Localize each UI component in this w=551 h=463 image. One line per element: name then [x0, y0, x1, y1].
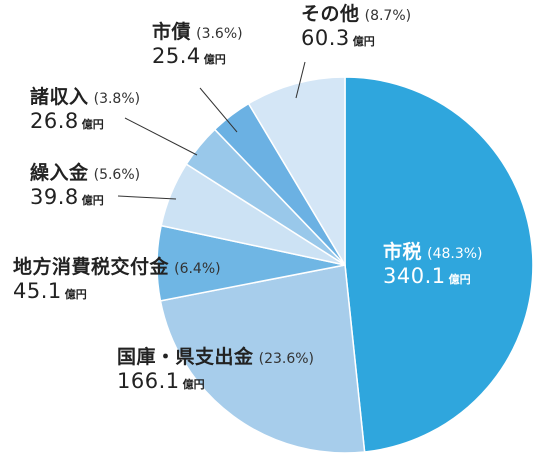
label-shizei: 市税 (48.3%) 340.1 億円: [383, 241, 483, 288]
slice-unit: 億円: [182, 377, 205, 391]
slice-percent: (6.4%): [174, 261, 221, 277]
leader-line-shoshunyu: [124, 117, 198, 156]
slice-percent: (3.6%): [196, 26, 243, 42]
label-shoshunyu: 諸収入 (3.8%) 26.8 億円: [30, 86, 141, 133]
pie-slices: [156, 76, 534, 454]
slice-name: 地方消費税交付金: [13, 256, 170, 278]
slice-unit: 億円: [81, 117, 104, 131]
slice-percent: (8.7%): [364, 8, 412, 24]
pie-slice-6: [247, 76, 346, 268]
slice-value: 166.1: [117, 368, 180, 393]
slice-value: 45.1: [13, 278, 62, 303]
leader-lines: [117, 61, 306, 200]
slice-value: 340.1: [383, 263, 446, 288]
slice-name: 繰入金: [30, 162, 89, 184]
label-shisai: 市債 (3.6%) 25.4 億円: [152, 21, 243, 68]
leader-line-kuriire: [117, 195, 177, 200]
slice-percent: (3.8%): [93, 91, 141, 107]
slice-name: 国庫・県支出金: [117, 346, 254, 368]
slice-name: 市債: [152, 21, 192, 43]
slice-unit: 億円: [448, 272, 471, 286]
label-kokko: 国庫・県支出金 (23.6%) 166.1 億円: [117, 346, 315, 393]
slice-unit: 億円: [203, 52, 226, 66]
slice-value: 26.8: [30, 108, 79, 133]
slice-value: 25.4: [152, 43, 201, 68]
label-chihou: 地方消費税交付金 (6.4%) 45.1 億円: [13, 256, 221, 303]
slice-name: 市税: [383, 241, 423, 263]
slice-percent: (48.3%): [427, 246, 483, 262]
leader-line-shisai: [199, 87, 238, 133]
slice-unit: 億円: [352, 34, 375, 48]
slice-percent: (23.6%): [258, 351, 315, 367]
slice-value: 39.8: [30, 184, 79, 209]
label-sonota: その他 (8.7%) 60.3 億円: [301, 3, 412, 50]
slice-name: その他: [301, 3, 360, 25]
slice-name: 諸収入: [30, 86, 89, 108]
slice-unit: 億円: [64, 287, 87, 301]
slice-value: 60.3: [301, 25, 350, 50]
slice-unit: 億円: [81, 193, 104, 207]
leader-line-sonota: [295, 61, 306, 99]
label-kuriire: 繰入金 (5.6%) 39.8 億円: [30, 162, 141, 209]
slice-percent: (5.6%): [93, 167, 141, 183]
pie-slice-1: [159, 264, 366, 454]
pie-slice-0: [344, 76, 534, 453]
